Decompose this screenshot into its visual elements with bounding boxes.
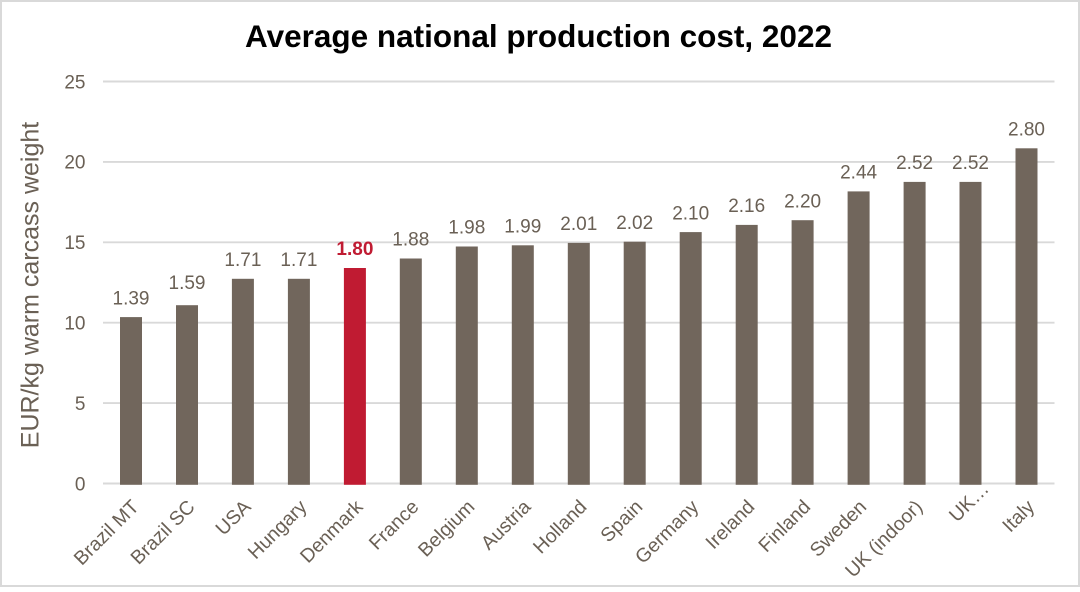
svg-text:1.99: 1.99 <box>504 217 541 238</box>
svg-text:5: 5 <box>75 394 86 415</box>
svg-text:15: 15 <box>64 233 85 254</box>
svg-text:10: 10 <box>64 314 85 335</box>
svg-text:2.16: 2.16 <box>728 196 765 217</box>
svg-text:2.02: 2.02 <box>616 213 653 234</box>
svg-text:1.39: 1.39 <box>113 288 150 309</box>
svg-text:2.52: 2.52 <box>952 153 989 174</box>
svg-text:1.71: 1.71 <box>224 250 261 271</box>
svg-text:1.98: 1.98 <box>448 218 485 239</box>
svg-text:1.71: 1.71 <box>280 250 317 271</box>
svg-text:1.80: 1.80 <box>336 239 373 260</box>
svg-text:2.01: 2.01 <box>560 214 597 235</box>
svg-text:0: 0 <box>75 474 86 495</box>
svg-text:2.44: 2.44 <box>840 163 877 184</box>
svg-text:1.88: 1.88 <box>392 230 429 251</box>
svg-text:Average national production co: Average national production cost, 2022 <box>245 18 832 54</box>
svg-text:25: 25 <box>64 72 85 93</box>
svg-text:2.52: 2.52 <box>896 153 933 174</box>
svg-text:2.20: 2.20 <box>784 191 821 212</box>
svg-text:2.80: 2.80 <box>1008 120 1045 141</box>
svg-text:1.59: 1.59 <box>169 273 206 294</box>
svg-text:20: 20 <box>64 153 85 174</box>
svg-text:2.10: 2.10 <box>672 203 709 224</box>
svg-text:EUR/kg warm carcass weight: EUR/kg warm carcass weight <box>17 122 45 449</box>
